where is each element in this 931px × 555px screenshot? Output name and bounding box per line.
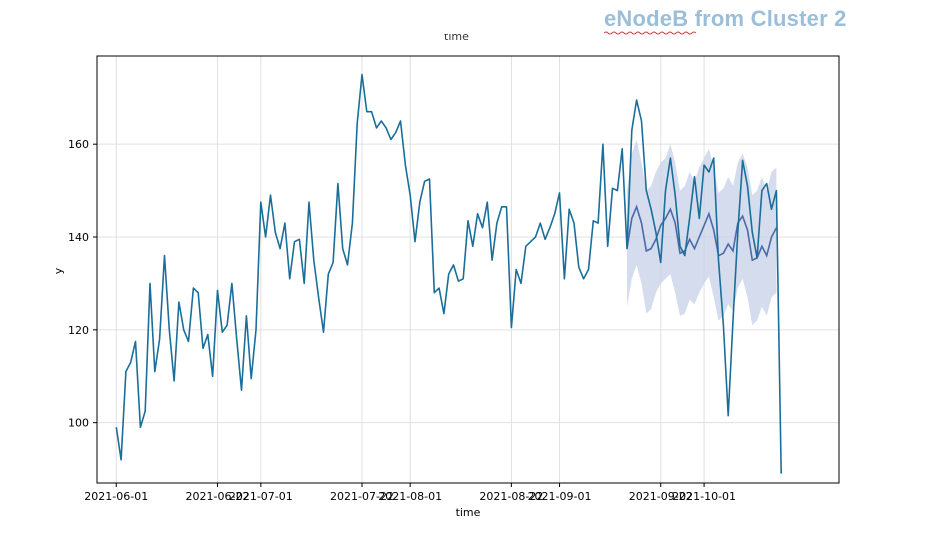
y-tick-label: 120 [68,324,89,337]
page-title: eNodeB from Cluster 2 [604,6,847,31]
x-axis-label: time [456,506,481,519]
x-tick-label: 2021-09-01 [528,490,592,503]
x-tick-label: 2021-08-01 [378,490,442,503]
grid [97,56,839,483]
forecast-series-line [626,204,778,262]
y-tick-label: 100 [68,417,89,430]
x-tick-label: 2021-08-22 [479,490,543,503]
plot-frame [96,55,840,484]
x-tick-label: 2021-09-22 [629,490,693,503]
spellcheck-underline-icon [604,31,696,35]
y-tick-label: 140 [68,231,89,244]
actual-series-line [115,73,782,474]
x-tick-label: 2021-06-01 [84,490,148,503]
x-tick-label: 2021-06-22 [185,490,249,503]
x-tick-label: 2021-07-22 [330,490,394,503]
y-axis-label: y [52,267,65,274]
y-tick-label: 160 [68,138,89,151]
x-tick-label: 2021-10-01 [672,490,736,503]
chart-title: time [444,30,469,43]
x-tick-label: 2021-07-01 [229,490,293,503]
